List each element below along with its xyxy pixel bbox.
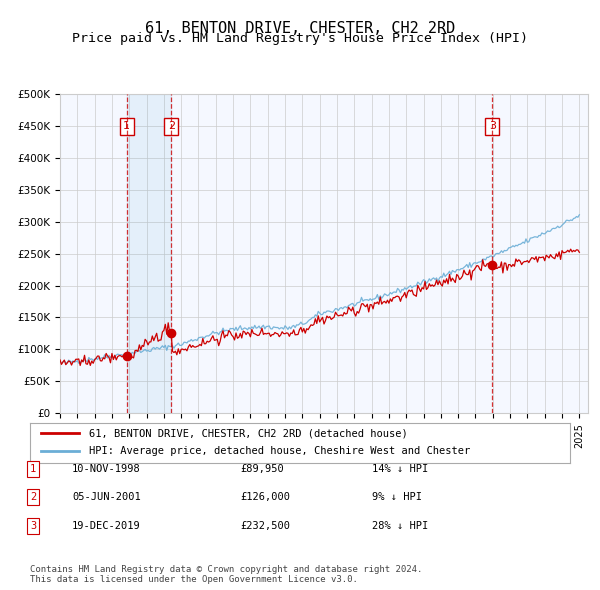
- Text: 19-DEC-2019: 19-DEC-2019: [72, 521, 141, 530]
- Text: 28% ↓ HPI: 28% ↓ HPI: [372, 521, 428, 530]
- Text: 1: 1: [124, 122, 130, 131]
- Text: 10-NOV-1998: 10-NOV-1998: [72, 464, 141, 474]
- Text: Contains HM Land Registry data © Crown copyright and database right 2024.
This d: Contains HM Land Registry data © Crown c…: [30, 565, 422, 584]
- Text: £126,000: £126,000: [240, 493, 290, 502]
- Text: £232,500: £232,500: [240, 521, 290, 530]
- Text: 05-JUN-2001: 05-JUN-2001: [72, 493, 141, 502]
- Text: 3: 3: [30, 521, 36, 530]
- Text: 3: 3: [489, 122, 496, 131]
- Text: 14% ↓ HPI: 14% ↓ HPI: [372, 464, 428, 474]
- Text: Price paid vs. HM Land Registry's House Price Index (HPI): Price paid vs. HM Land Registry's House …: [72, 32, 528, 45]
- Text: £89,950: £89,950: [240, 464, 284, 474]
- Text: 9% ↓ HPI: 9% ↓ HPI: [372, 493, 422, 502]
- Text: 1: 1: [30, 464, 36, 474]
- Text: 61, BENTON DRIVE, CHESTER, CH2 2RD: 61, BENTON DRIVE, CHESTER, CH2 2RD: [145, 21, 455, 35]
- Text: 2: 2: [30, 493, 36, 502]
- Text: 61, BENTON DRIVE, CHESTER, CH2 2RD (detached house): 61, BENTON DRIVE, CHESTER, CH2 2RD (deta…: [89, 428, 408, 438]
- Bar: [127, 94, 172, 413]
- Text: 2: 2: [168, 122, 175, 131]
- Text: HPI: Average price, detached house, Cheshire West and Chester: HPI: Average price, detached house, Ches…: [89, 446, 470, 456]
